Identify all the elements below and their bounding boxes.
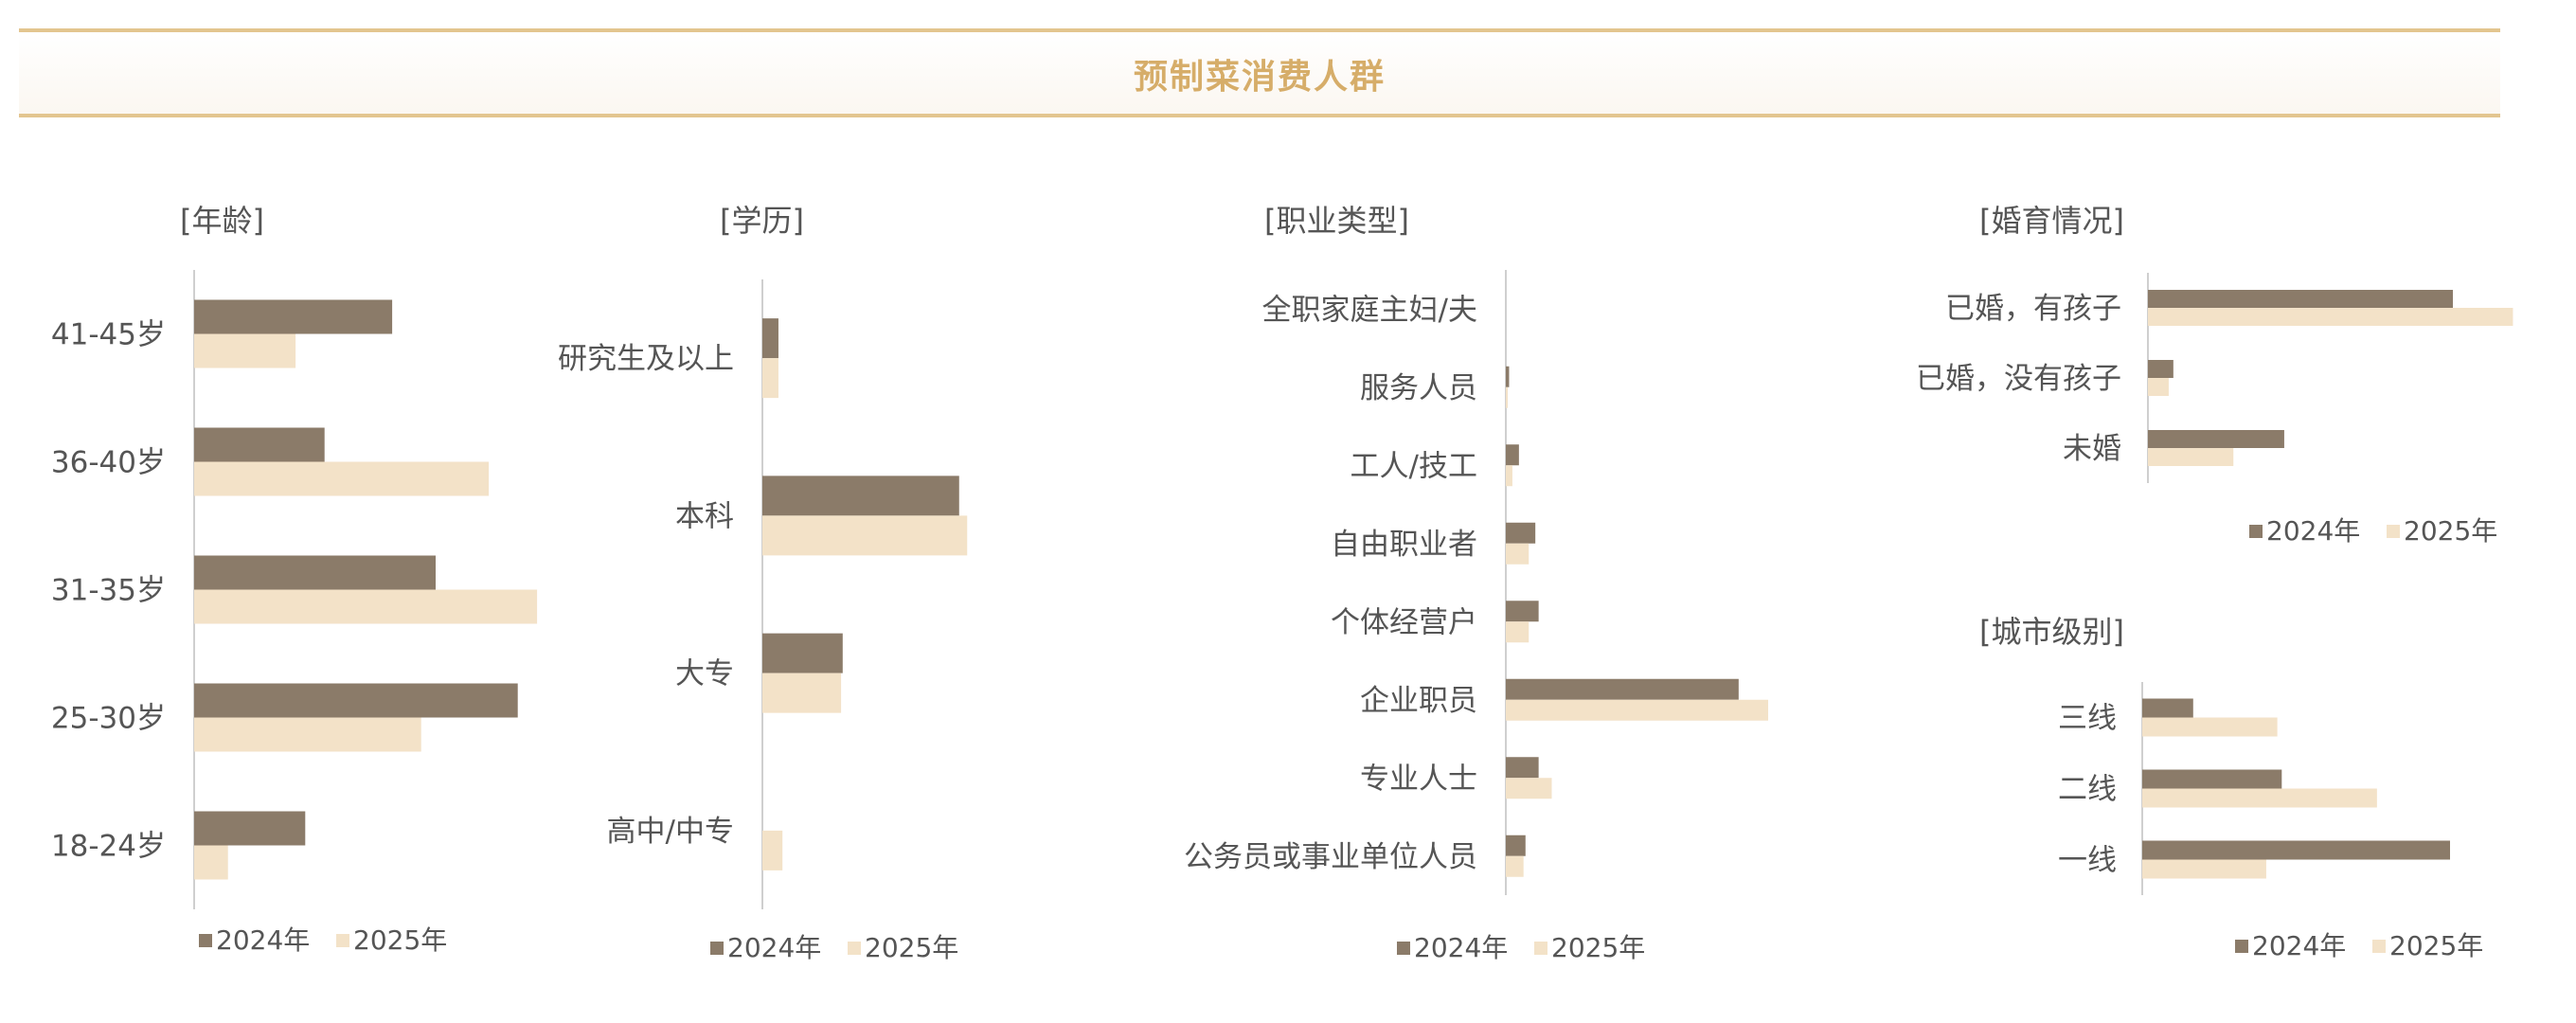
family-legend-swatch-2025 (2387, 525, 2400, 538)
edu-bar-2025 (762, 830, 783, 870)
page-title: 预制菜消费人群 (1133, 58, 1386, 97)
job-bar-2025 (1506, 465, 1512, 487)
age-bar-2024 (194, 683, 518, 718)
job-bar-2025 (1506, 699, 1768, 721)
occupation-chart-title: [职业类型] (1264, 203, 1409, 239)
city-bar-2024 (2142, 698, 2193, 718)
family-bar-2025 (2148, 448, 2234, 466)
job-bar-2024 (1506, 601, 1539, 622)
job-category-label: 全职家庭主妇/夫 (1262, 293, 1477, 327)
edu-bar-2025 (762, 515, 968, 556)
education-chart-title: [学历] (720, 203, 804, 239)
job-category-label: 个体经营户 (1331, 605, 1477, 639)
family-bar-2025 (2148, 308, 2513, 326)
job-legend-label-2024: 2024年 (1414, 932, 1508, 963)
age-category-label: 31-35岁 (51, 574, 166, 608)
edu-legend-label-2024: 2024年 (727, 932, 821, 963)
job-category-label: 专业人士 (1360, 762, 1477, 796)
family-category-label: 已婚，没有孩子 (1916, 362, 2121, 396)
city-legend-label-2024: 2024年 (2252, 930, 2346, 961)
age-category-label: 36-40岁 (51, 446, 166, 480)
edu-legend-swatch-2024 (710, 942, 724, 955)
job-category-label: 服务人员 (1360, 371, 1477, 405)
job-bar-2025 (1506, 543, 1530, 565)
city-bar-2025 (2142, 717, 2278, 737)
family-bar-2025 (2148, 378, 2169, 396)
family-chart-title: [婚育情况] (1979, 203, 2124, 239)
city-bar-2025 (2142, 859, 2266, 879)
job-legend-swatch-2024 (1397, 942, 1410, 955)
job-legend-swatch-2025 (1534, 942, 1547, 955)
age-bar-2024 (194, 555, 436, 590)
job-bar-2024 (1506, 678, 1739, 700)
city-legend-swatch-2024 (2235, 940, 2248, 953)
job-bar-2024 (1506, 444, 1519, 466)
age-category-label: 25-30岁 (51, 702, 166, 736)
family-category-label: 未婚 (2063, 432, 2121, 466)
edu-category-label: 本科 (675, 499, 734, 533)
edu-bar-2024 (762, 633, 843, 673)
city-category-label: 一线 (2058, 844, 2117, 878)
edu-bar-2024 (762, 476, 959, 516)
city-bar-2024 (2142, 840, 2450, 860)
edu-bar-2024 (762, 318, 778, 359)
city-legend-label-2025: 2025年 (2389, 930, 2483, 961)
job-bar-2025 (1506, 855, 1524, 877)
job-category-label: 企业职员 (1360, 684, 1477, 718)
edu-bar-2025 (762, 673, 842, 713)
age-bar-2024 (194, 811, 306, 846)
job-category-label: 公务员或事业单位人员 (1184, 840, 1477, 874)
edu-legend-label-2025: 2025年 (865, 932, 958, 963)
job-category-label: 自由职业者 (1331, 528, 1477, 562)
edu-category-label: 大专 (675, 657, 734, 691)
age-bar-2025 (194, 717, 421, 752)
city-category-label: 二线 (2058, 773, 2117, 807)
job-bar-2024 (1506, 757, 1539, 779)
family-legend-label-2024: 2024年 (2266, 515, 2360, 547)
family-legend-swatch-2024 (2249, 525, 2263, 538)
edu-category-label: 研究生及以上 (558, 342, 734, 376)
family-legend-label-2025: 2025年 (2404, 515, 2497, 547)
age-category-label: 18-24岁 (51, 830, 166, 864)
edu-legend-swatch-2025 (848, 942, 861, 955)
family-bar-2024 (2148, 290, 2453, 308)
city-bar-2025 (2142, 788, 2377, 808)
city-bar-2024 (2142, 769, 2282, 789)
edu-category-label: 高中/中专 (607, 815, 734, 849)
age-legend-label-2025: 2025年 (353, 924, 447, 956)
city-category-label: 三线 (2058, 702, 2117, 736)
job-bar-2025 (1506, 386, 1509, 408)
family-bar-2024 (2148, 360, 2174, 378)
family-bar-2024 (2148, 430, 2284, 448)
job-bar-2025 (1506, 621, 1530, 643)
family-category-label: 已婚，有孩子 (1945, 292, 2121, 326)
age-chart-title: [年龄] (180, 203, 264, 239)
edu-bar-2025 (762, 358, 778, 399)
age-bar-2025 (194, 845, 228, 880)
age-bar-2025 (194, 589, 538, 624)
age-category-label: 41-45岁 (51, 318, 166, 352)
age-legend-label-2024: 2024年 (216, 924, 310, 956)
title-banner: 预制菜消费人群 (19, 28, 2500, 117)
job-legend-label-2025: 2025年 (1551, 932, 1645, 963)
age-bar-2024 (194, 427, 325, 462)
job-bar-2024 (1506, 366, 1510, 387)
job-bar-2025 (1506, 778, 1552, 799)
age-bar-2025 (194, 333, 296, 368)
job-category-label: 工人/技工 (1351, 449, 1477, 483)
city-chart-title: [城市级别] (1979, 614, 2124, 650)
age-legend-swatch-2024 (199, 934, 212, 947)
job-bar-2024 (1506, 522, 1536, 544)
job-bar-2024 (1506, 835, 1526, 856)
age-bar-2024 (194, 299, 393, 334)
age-bar-2025 (194, 461, 490, 496)
city-legend-swatch-2025 (2372, 940, 2386, 953)
age-legend-swatch-2025 (336, 934, 349, 947)
